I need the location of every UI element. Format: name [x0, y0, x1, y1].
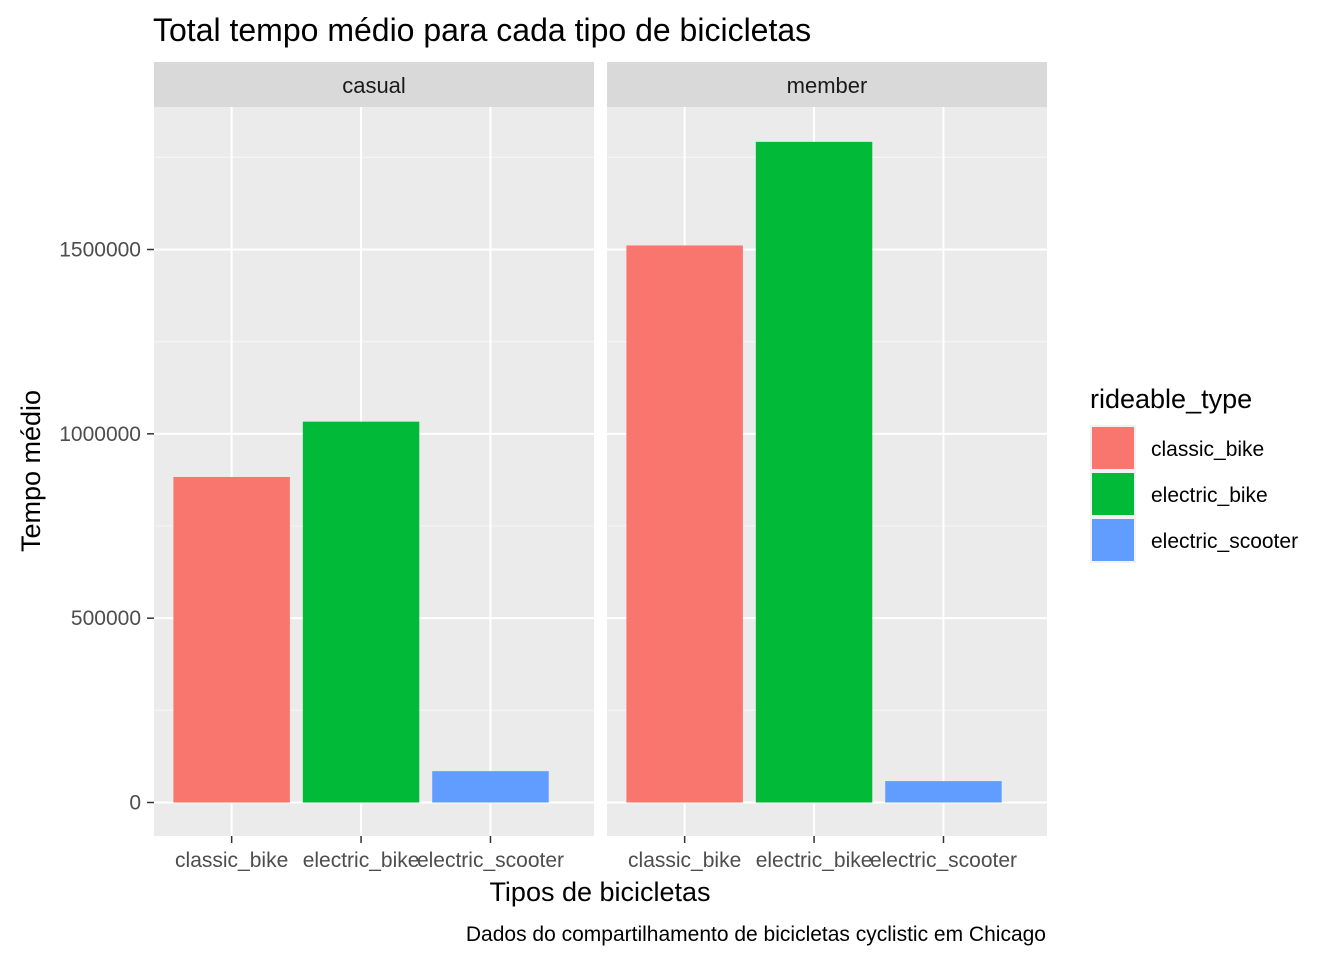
bar-member-electric_bike [755, 141, 873, 803]
x-axis-title: Tipos de bicicletas [489, 877, 710, 907]
legend-swatch-electric_bike [1092, 473, 1134, 515]
facet-strip [607, 62, 1047, 107]
facet-strip [154, 62, 594, 107]
facet-strip-label: member [787, 73, 868, 98]
y-tick-label: 0 [129, 792, 141, 815]
y-axis: 0 500000 1000000 1500000 [59, 239, 154, 815]
bar-casual-electric_scooter [432, 771, 549, 803]
legend-swatch-classic_bike [1092, 427, 1134, 469]
y-tick-label: 1500000 [59, 239, 141, 262]
legend-label-electric_scooter: electric_scooter [1151, 530, 1298, 553]
chart-caption: Dados do compartilhamento de bicicletas … [466, 923, 1046, 946]
x-tick-label: electric_bike [303, 849, 420, 872]
facet-strip-label: casual [342, 73, 406, 98]
y-axis-title: Tempo médio [16, 390, 46, 552]
legend: rideable_type classic_bike electric_bikee… [1090, 384, 1298, 563]
bar-casual-classic_bike [173, 476, 290, 803]
bar-member-classic_bike [626, 245, 743, 803]
facet-panel-casual: casual classic_bike electric_bikeelectric_… [154, 62, 594, 872]
x-tick-label: classic_bike [628, 849, 741, 872]
legend-label-classic_bike: classic_bike [1151, 438, 1264, 461]
bar-member-electric_scooter [885, 781, 1002, 803]
legend-label-electric_bike: electric_bike [1151, 484, 1268, 507]
bar-casual-electric_bike [302, 421, 420, 803]
x-tick-label: electric_scooter [870, 849, 1017, 872]
y-tick-label: 1000000 [59, 423, 141, 446]
legend-title: rideable_type [1090, 384, 1252, 414]
x-tick-label: electric_scooter [417, 849, 564, 872]
x-tick-label: classic_bike [175, 849, 288, 872]
facet-panel-member: member classic_bike electric_bikeelectric_… [607, 62, 1047, 872]
y-tick-label: 500000 [71, 607, 141, 630]
legend-swatch-electric_scooter [1092, 519, 1134, 561]
chart-title: Total tempo médio para cada tipo de bici… [153, 12, 811, 48]
x-tick-label: electric_bike [756, 849, 873, 872]
